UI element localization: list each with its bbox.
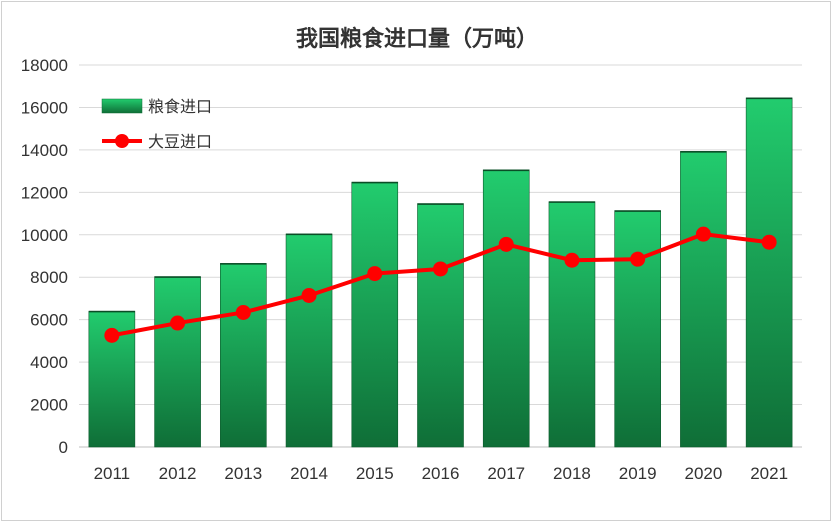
y-tick-label: 4000 (30, 353, 68, 372)
line-point (235, 304, 251, 320)
line-point (170, 315, 186, 331)
x-axis-labels: 2011 2012 2013 2014 2015 2016 2017 2018 2019 2020… (94, 464, 788, 483)
bar (220, 263, 267, 448)
x-tick-label: 2015 (356, 464, 394, 483)
y-tick-label: 6000 (30, 311, 68, 330)
y-tick-label: 10000 (21, 226, 68, 245)
bar (482, 169, 530, 448)
x-tick-label: 2018 (553, 464, 591, 483)
y-axis-labels: 0 2000 4000 6000 8000 10000 12000 14000 16000 180… (21, 56, 68, 457)
x-tick-label: 2013 (224, 464, 262, 483)
y-tick-label: 8000 (30, 268, 68, 287)
x-tick-label: 2016 (422, 464, 460, 483)
bar (680, 151, 727, 448)
bar (154, 276, 201, 448)
x-tick-label: 2017 (487, 464, 525, 483)
y-tick-label: 14000 (21, 141, 68, 160)
line-point (630, 251, 646, 267)
legend-label-bar: 粮食进口 (148, 97, 212, 116)
line-point (761, 234, 777, 250)
line-point (564, 252, 580, 268)
y-tick-label: 2000 (30, 396, 68, 415)
line-point (104, 327, 120, 343)
y-tick-label: 18000 (21, 56, 68, 75)
bar (548, 201, 596, 448)
legend-label-line: 大豆进口 (148, 132, 212, 151)
chart-title: 我国粮食进口量（万吨） (296, 26, 538, 52)
line-point (301, 287, 317, 303)
x-tick-label: 2011 (94, 464, 131, 483)
line-point (498, 236, 514, 252)
line-point (695, 226, 711, 242)
y-tick-label: 0 (59, 438, 68, 457)
x-tick-label: 2019 (619, 464, 657, 483)
bar (417, 203, 464, 448)
legend-swatch-marker (115, 134, 129, 148)
bar (614, 210, 661, 448)
y-tick-label: 16000 (21, 98, 68, 117)
x-tick-label: 2014 (290, 464, 328, 483)
line-series (104, 226, 777, 343)
x-tick-label: 2012 (159, 464, 197, 483)
legend: 粮食进口 大豆进口 (101, 97, 212, 151)
legend-swatch-bar (101, 98, 143, 114)
y-tick-label: 12000 (21, 183, 68, 202)
bar (285, 233, 333, 448)
x-tick-label: 2020 (684, 464, 722, 483)
x-tick-label: 2021 (750, 464, 788, 483)
bar (351, 181, 399, 448)
line-point (433, 261, 448, 277)
line-point (367, 266, 383, 282)
bar (745, 97, 793, 448)
